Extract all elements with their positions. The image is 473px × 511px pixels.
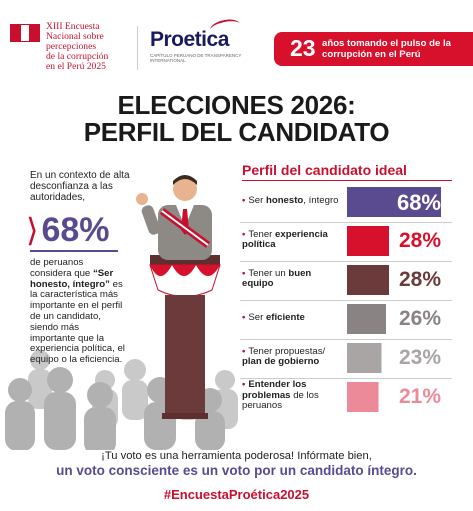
bar-value-label: 21%: [398, 385, 441, 408]
logo-text: Proetica: [150, 28, 229, 51]
crowd-front-icon: [5, 367, 225, 450]
bar-label: • Entender los problemas de los peruanos: [242, 379, 319, 412]
bar-label: • Tener experiencia política: [242, 228, 328, 250]
peru-flag-icon: [10, 24, 40, 42]
highlight-percentage: ⟩68%: [26, 211, 110, 250]
body-text: de peruanos considera que “Ser honesto, …: [30, 257, 125, 366]
candidate-icon: [136, 175, 212, 260]
bar: [347, 265, 389, 295]
row-separator: [240, 222, 452, 223]
bullet-icon: •: [242, 311, 246, 323]
candidate-illustration: [5, 175, 238, 450]
highlight-value: 68%: [41, 211, 110, 249]
bar-value-label: 26%: [398, 307, 441, 330]
banner-text: años tomando el pulso de la corrupción e…: [322, 38, 452, 60]
bar-label: • Ser honesto, íntegro: [242, 194, 339, 206]
bar-label: • Ser eficiente: [242, 311, 305, 323]
bar-value-label: 28%: [398, 229, 441, 252]
row-separator: [240, 261, 452, 262]
bar: [347, 226, 389, 256]
proetica-logo: Proetica CAPÍTULO PERUANO DE TRANSPARENC…: [150, 17, 260, 63]
bar-label: • Tener propuestas/ plan de gobierno: [242, 345, 326, 367]
bullet-icon: •: [242, 194, 246, 206]
bar: [347, 304, 386, 334]
chart-title: Perfil del candidato ideal: [242, 162, 407, 178]
bullet-icon: •: [242, 345, 246, 357]
page-title: ELECCIONES 2026: PERFIL DEL CANDIDATO: [0, 92, 473, 146]
title-line-2: PERFIL DEL CANDIDATO: [83, 117, 390, 147]
bar-value-label: 68%: [396, 190, 441, 215]
intro-text: En un contexto de alta desconfianza a la…: [30, 170, 130, 203]
footer-line-1: ¡Tu voto es una herramienta poderosa! In…: [101, 450, 372, 462]
header: XIII Encuesta Nacional sobre percepcione…: [0, 0, 473, 74]
logo-subtitle: CAPÍTULO PERUANO DE TRANSPARENCY INTERNA…: [150, 53, 242, 63]
bar-label: • Tener un buen equipo: [242, 267, 312, 289]
bullet-icon: •: [242, 379, 246, 391]
row-separator: [240, 300, 452, 301]
banner-number: 23: [290, 35, 316, 61]
bar-value-label: 23%: [398, 346, 441, 369]
chart-title-underline: [242, 180, 452, 181]
chevron-right-icon: ⟩: [26, 212, 39, 248]
highlight-underline: [30, 250, 118, 252]
footer-line-2: un voto consciente es un voto por un can…: [56, 463, 417, 478]
survey-title: XIII Encuesta Nacional sobre percepcione…: [46, 21, 109, 72]
row-separator: [240, 378, 452, 379]
hashtag: #EncuestaProética2025: [163, 487, 310, 502]
bar-value-label: 28%: [398, 268, 441, 291]
title-line-1: ELECCIONES 2026:: [117, 90, 356, 120]
anniversary-banner: 23 años tomando el pulso de la corrupció…: [274, 32, 473, 66]
bullet-icon: •: [242, 267, 246, 279]
bar: [347, 343, 382, 373]
row-separator: [240, 339, 452, 340]
header-divider: [137, 26, 138, 70]
bar: [347, 382, 379, 412]
bullet-icon: •: [242, 228, 246, 240]
